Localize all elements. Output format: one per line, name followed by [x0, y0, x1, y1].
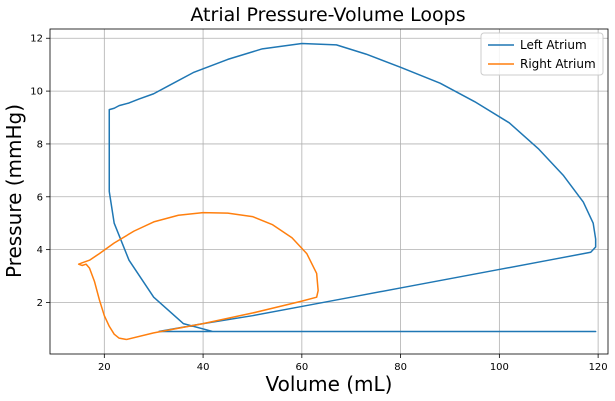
legend-label-left-atrium: Left Atrium [520, 38, 587, 52]
y-tick-label-6: 6 [37, 192, 43, 203]
y-tick-label-8: 8 [37, 139, 43, 150]
grid-lines [50, 29, 608, 354]
chart-title: Atrial Pressure-Volume Loops [190, 4, 465, 26]
legend: Left Atrium Right Atrium [480, 32, 604, 76]
y-tick-label-2: 2 [37, 298, 43, 309]
series-lines [77, 42, 597, 341]
x-tick-label-20: 20 [98, 362, 111, 373]
y-tick-label-4: 4 [37, 245, 43, 256]
x-tick-label-80: 80 [394, 362, 407, 373]
x-tick-label-40: 40 [197, 362, 210, 373]
x-tick-label-100: 100 [490, 362, 509, 373]
x-tick-label-60: 60 [295, 362, 308, 373]
plot-area-frame [49, 28, 609, 355]
y-tick-label-10: 10 [30, 87, 43, 98]
axis-ticks: 20 40 60 80 100 120 2 4 6 8 10 12 [30, 34, 607, 373]
x-tick-label-120: 120 [589, 362, 608, 373]
y-axis-title: Pressure (mmHg) [2, 104, 26, 278]
x-axis-title: Volume (mL) [266, 372, 393, 396]
series-line-right-atrium [77, 211, 319, 341]
legend-label-right-atrium: Right Atrium [520, 57, 596, 71]
series-line-left-atrium [108, 42, 597, 333]
y-tick-label-12: 12 [30, 34, 43, 45]
